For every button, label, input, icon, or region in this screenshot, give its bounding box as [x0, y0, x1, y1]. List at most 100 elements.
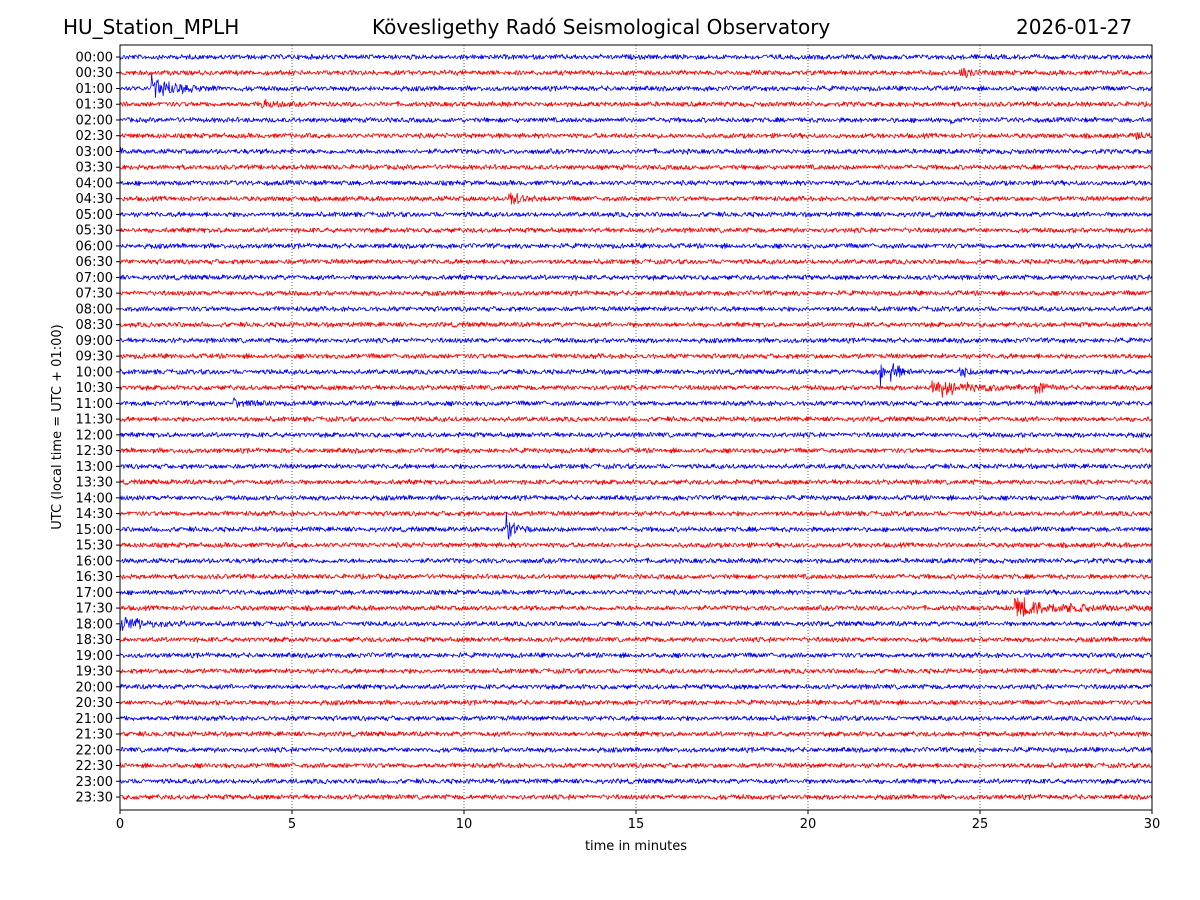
- y-tick-label: 15:00: [76, 523, 113, 538]
- x-axis: 0 5 10 15 20 25 30: [116, 810, 1160, 832]
- y-axis-label: UTC (local time = UTC + 01:00): [50, 324, 65, 529]
- y-tick-label: 20:00: [76, 680, 113, 695]
- trace-0500: [119, 211, 1153, 218]
- trace-0600: [119, 242, 1153, 250]
- y-tick-label: 05:00: [76, 208, 113, 223]
- y-tick-label: 08:00: [76, 302, 113, 317]
- y-tick-label: 22:00: [76, 743, 113, 758]
- y-tick-label: 14:30: [76, 507, 113, 522]
- y-tick-label: 09:30: [76, 350, 113, 365]
- trace-1100: [119, 397, 1153, 409]
- traces: [119, 53, 1153, 801]
- x-tick-label: 30: [1144, 817, 1161, 832]
- y-tick-label: 15:30: [76, 539, 113, 554]
- trace-2330: [120, 793, 1153, 801]
- trace-0400: [119, 179, 1153, 187]
- trace-1430: [119, 510, 1153, 517]
- trace-0330: [119, 164, 1153, 171]
- y-tick-label: 18:30: [76, 633, 113, 648]
- date-title: 2026-01-27: [1016, 15, 1133, 39]
- trace-0300: [119, 147, 1153, 155]
- y-tick-label: 04:30: [76, 192, 113, 207]
- x-axis-label: time in minutes: [585, 839, 687, 854]
- trace-1030: [119, 380, 1153, 398]
- trace-1330: [119, 478, 1153, 486]
- y-tick-label: 05:30: [76, 224, 113, 239]
- y-tick-label: 23:00: [76, 775, 113, 790]
- trace-1900: [119, 652, 1153, 659]
- trace-0730: [119, 289, 1153, 297]
- y-tick-label: 03:30: [76, 161, 113, 176]
- trace-2100: [119, 715, 1153, 722]
- y-tick-label: 10:30: [76, 381, 113, 396]
- trace-0030: [119, 68, 1153, 79]
- y-tick-label: 01:00: [76, 82, 113, 97]
- y-tick-label: 11:30: [76, 413, 113, 428]
- y-tick-label: 06:30: [76, 255, 113, 270]
- y-tick-label: 16:00: [76, 554, 113, 569]
- y-tick-label: 01:30: [76, 98, 113, 113]
- y-tick-label: 21:30: [76, 728, 113, 743]
- y-tick-label: 08:30: [76, 318, 113, 333]
- trace-1200: [119, 431, 1153, 439]
- y-tick-label: 13:30: [76, 476, 113, 491]
- x-tick-label: 0: [116, 817, 124, 832]
- trace-1830: [119, 636, 1153, 643]
- trace-1400: [119, 494, 1153, 502]
- trace-1800: [119, 616, 1153, 631]
- y-tick-label: 02:30: [76, 129, 113, 144]
- y-tick-label: 12:00: [76, 428, 113, 443]
- y-axis: 00:0000:3001:0001:3002:0002:3003:0003:30…: [76, 51, 120, 806]
- trace-0630: [119, 258, 1153, 265]
- y-tick-label: 19:30: [76, 665, 113, 680]
- trace-1600: [119, 557, 1153, 564]
- trace-0530: [119, 226, 1153, 234]
- x-tick-label: 15: [628, 817, 645, 832]
- trace-2230: [119, 762, 1153, 769]
- trace-0000: [119, 53, 1153, 61]
- x-tick-label: 25: [972, 817, 989, 832]
- station-title: HU_Station_MPLH: [63, 15, 240, 39]
- y-tick-label: 13:00: [76, 460, 113, 475]
- y-tick-label: 19:00: [76, 649, 113, 664]
- trace-2030: [119, 699, 1153, 706]
- trace-0230: [119, 131, 1153, 140]
- y-tick-label: 06:00: [76, 239, 113, 254]
- trace-1300: [119, 463, 1153, 470]
- y-tick-label: 21:00: [76, 712, 113, 727]
- y-tick-label: 11:00: [76, 397, 113, 412]
- trace-1930: [119, 667, 1152, 675]
- trace-1130: [119, 415, 1153, 423]
- y-tick-label: 12:30: [76, 444, 113, 459]
- trace-1500: [119, 511, 1153, 540]
- y-tick-label: 00:30: [76, 66, 113, 81]
- y-tick-label: 17:30: [76, 602, 113, 617]
- trace-0130: [119, 98, 1153, 109]
- y-tick-label: 23:30: [76, 791, 113, 806]
- y-tick-label: 20:30: [76, 696, 113, 711]
- trace-2130: [119, 730, 1153, 738]
- y-tick-label: 09:00: [76, 334, 113, 349]
- trace-0100: [119, 73, 1153, 98]
- y-tick-label: 02:00: [76, 113, 113, 128]
- x-tick-label: 5: [288, 817, 296, 832]
- y-tick-label: 14:00: [76, 491, 113, 506]
- grid-lines: [291, 45, 981, 810]
- x-tick-label: 10: [456, 817, 473, 832]
- trace-0800: [119, 305, 1153, 313]
- trace-1630: [119, 573, 1153, 580]
- x-tick-label: 20: [800, 817, 817, 832]
- trace-0700: [119, 274, 1153, 281]
- trace-1000: [119, 362, 1153, 387]
- y-tick-label: 22:30: [76, 759, 113, 774]
- y-tick-label: 04:00: [76, 176, 113, 191]
- y-tick-label: 00:00: [76, 51, 113, 66]
- trace-1700: [119, 589, 1153, 596]
- trace-0900: [119, 337, 1153, 344]
- y-tick-label: 07:30: [76, 287, 113, 302]
- trace-1230: [119, 447, 1153, 454]
- trace-0930: [119, 352, 1153, 360]
- y-tick-label: 03:00: [76, 145, 113, 160]
- chart-title: Kövesligethy Radó Seismological Observat…: [372, 15, 831, 39]
